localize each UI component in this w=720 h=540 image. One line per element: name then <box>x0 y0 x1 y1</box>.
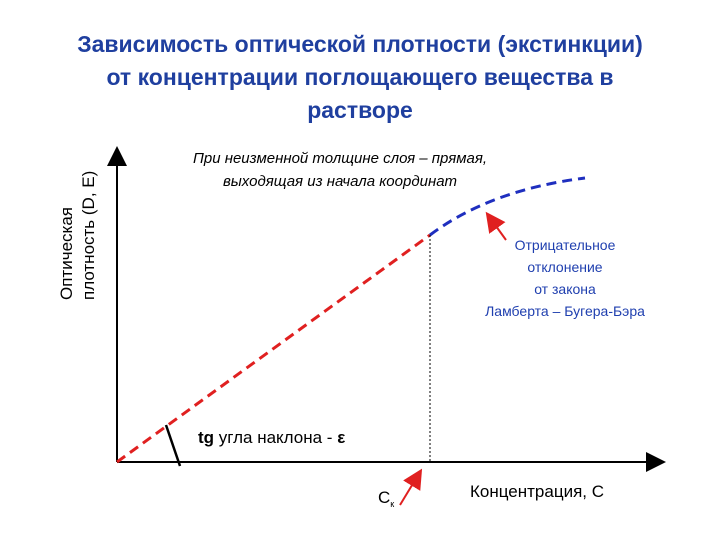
ck-label: Ск <box>378 488 394 509</box>
x-axis-label: Концентрация, С <box>470 482 604 501</box>
title-line: Зависимость оптической плотности (экстин… <box>77 31 643 57</box>
ck-symbol: С <box>378 488 390 507</box>
slope-text: угла наклона - <box>214 428 337 447</box>
deviation-note: Ламберта – Бугера-Бэра <box>485 303 645 319</box>
line-note: При неизменной толщине слоя – прямая, <box>193 150 487 167</box>
deviation-curve <box>429 176 586 237</box>
linear-line <box>116 233 431 464</box>
slope-label: tg угла наклона - ε <box>198 428 345 447</box>
y-axis-label-line: плотность (D, E) <box>79 171 98 300</box>
y-axis-label-line: Оптическая <box>57 207 76 300</box>
ck-arrow <box>399 468 423 506</box>
slope-function: tg <box>198 428 214 447</box>
deviation-note: отклонение <box>527 259 602 275</box>
deviation-arrow <box>485 211 507 241</box>
angle-mark <box>164 424 182 467</box>
title-line: от концентрации поглощающего вещества в <box>106 64 613 90</box>
deviation-note: от закона <box>534 281 596 297</box>
deviation-note: Отрицательное <box>515 237 616 253</box>
ck-subscript: к <box>390 499 394 509</box>
title-line: растворе <box>307 97 413 123</box>
slope-symbol: ε <box>337 428 345 447</box>
y-axis-label: Оптическая плотность (D, E) <box>57 171 98 300</box>
line-note: выходящая из начала координат <box>223 173 457 190</box>
